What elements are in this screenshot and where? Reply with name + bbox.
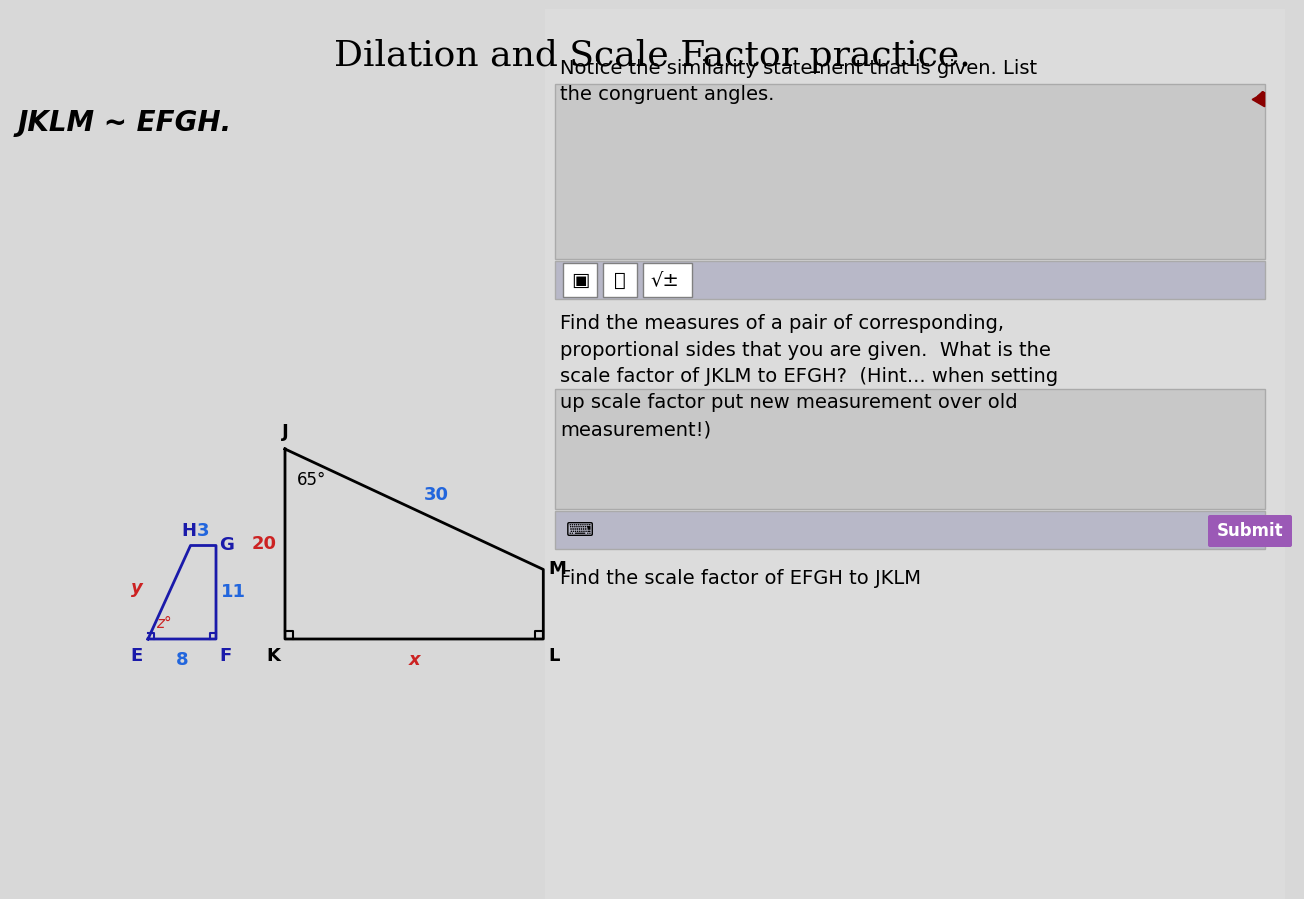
Text: Find the scale factor of EFGH to JKLM: Find the scale factor of EFGH to JKLM xyxy=(559,569,921,588)
Text: JKLM ~ EFGH.: JKLM ~ EFGH. xyxy=(18,109,232,137)
Text: 30: 30 xyxy=(424,486,449,504)
Text: 8: 8 xyxy=(176,651,188,669)
FancyBboxPatch shape xyxy=(556,261,1265,299)
Text: ▣: ▣ xyxy=(571,271,589,289)
Text: y: y xyxy=(132,579,143,597)
FancyBboxPatch shape xyxy=(1208,515,1292,547)
Text: 3: 3 xyxy=(197,522,210,540)
Text: E: E xyxy=(130,647,143,665)
FancyBboxPatch shape xyxy=(545,9,1284,899)
FancyBboxPatch shape xyxy=(602,263,636,297)
FancyBboxPatch shape xyxy=(556,511,1265,549)
Text: Submit: Submit xyxy=(1217,522,1283,540)
Text: ⌨: ⌨ xyxy=(566,521,595,539)
FancyBboxPatch shape xyxy=(556,389,1265,509)
Text: G: G xyxy=(219,537,233,555)
Text: F: F xyxy=(219,647,231,665)
FancyBboxPatch shape xyxy=(563,263,597,297)
FancyBboxPatch shape xyxy=(643,263,692,297)
Text: √±: √± xyxy=(651,271,679,289)
Text: L: L xyxy=(548,647,559,665)
Text: ⤓: ⤓ xyxy=(614,271,626,289)
Text: Notice the similarity statement that is given. List
the congruent angles.: Notice the similarity statement that is … xyxy=(559,59,1037,104)
Text: J: J xyxy=(282,423,288,441)
FancyBboxPatch shape xyxy=(556,84,1265,259)
Text: M: M xyxy=(548,560,566,578)
Text: z°: z° xyxy=(156,616,172,631)
Text: Find the measures of a pair of corresponding,
proportional sides that you are gi: Find the measures of a pair of correspon… xyxy=(559,314,1058,439)
Text: 20: 20 xyxy=(252,535,276,553)
Text: 11: 11 xyxy=(220,583,246,601)
Text: Dilation and Scale Factor practice.: Dilation and Scale Factor practice. xyxy=(334,39,970,73)
Text: K: K xyxy=(266,647,280,665)
Text: x: x xyxy=(408,651,420,669)
Text: H: H xyxy=(181,522,196,540)
Text: 65°: 65° xyxy=(297,471,326,489)
